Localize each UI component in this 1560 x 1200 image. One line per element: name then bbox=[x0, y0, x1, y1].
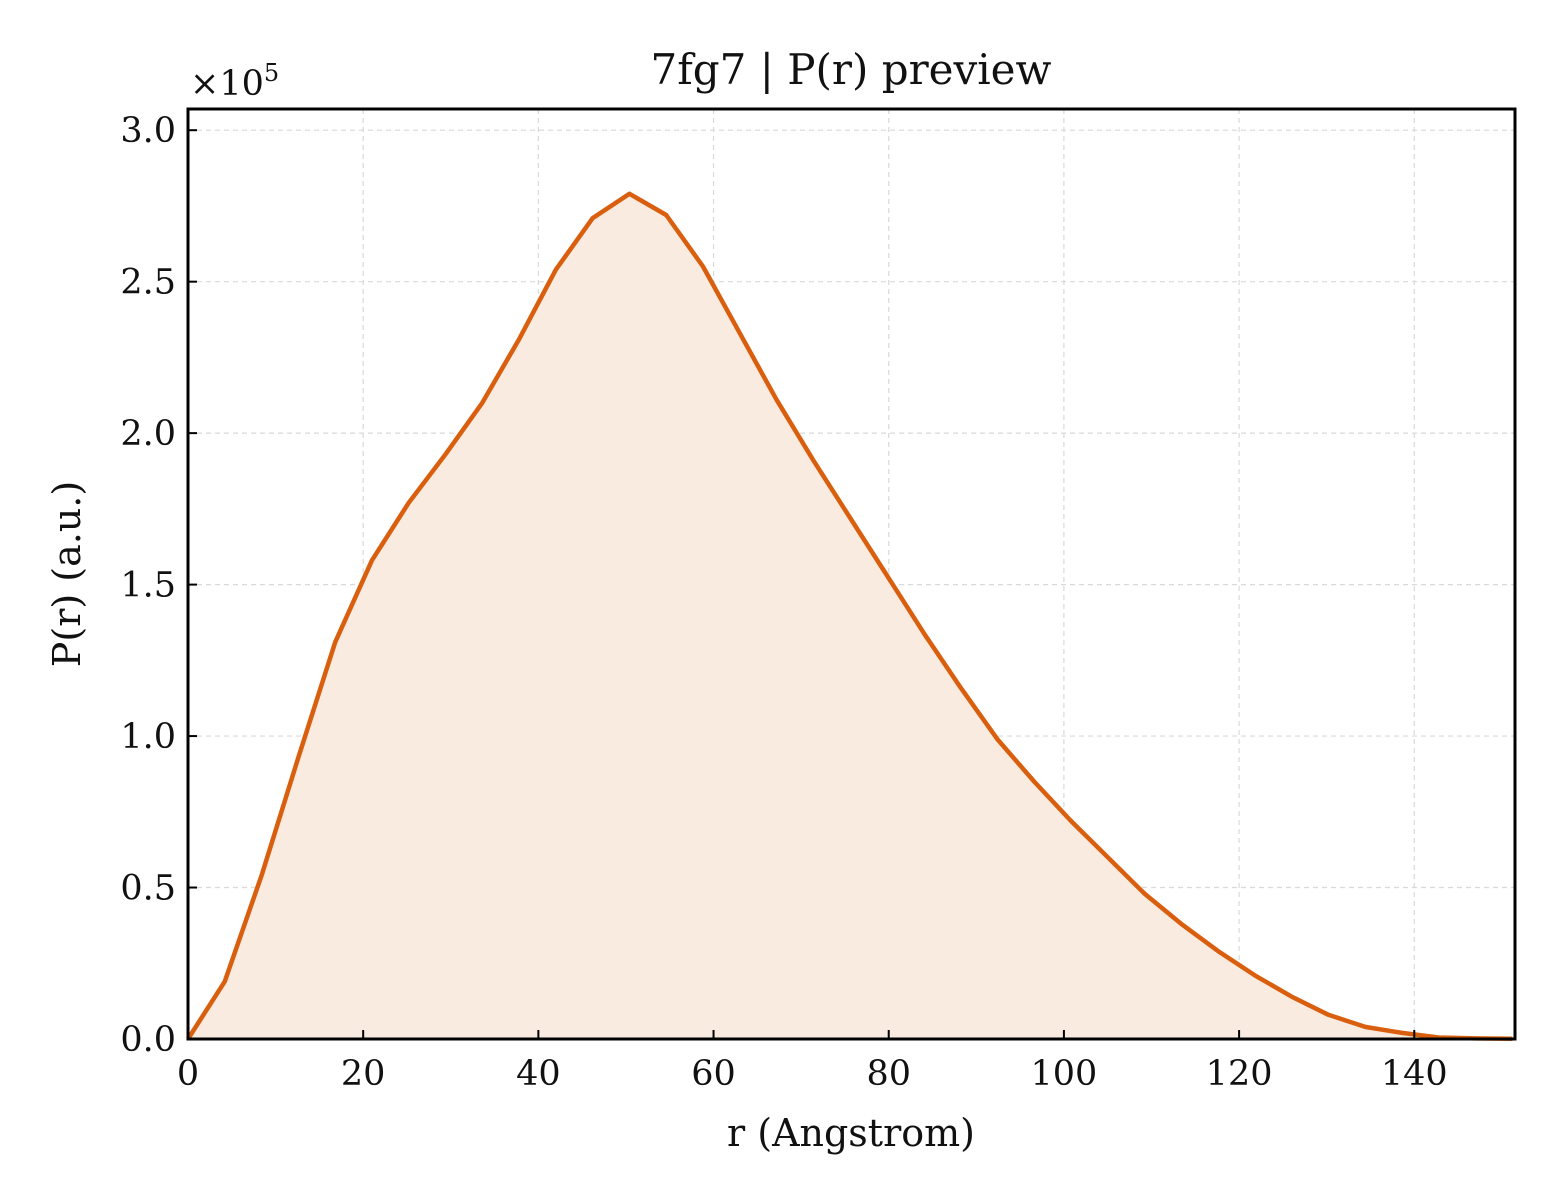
y-axis-title: P(r) (a.u.) bbox=[45, 481, 89, 667]
x-tick-label: 80 bbox=[866, 1054, 911, 1094]
x-tick-label: 140 bbox=[1381, 1054, 1448, 1094]
x-tick-label: 20 bbox=[341, 1054, 386, 1094]
x-tick-label: 40 bbox=[516, 1054, 561, 1094]
y-tick-label: 2.0 bbox=[120, 414, 176, 454]
chart-title: 7fg7 | P(r) preview bbox=[651, 45, 1052, 94]
x-tick-label: 0 bbox=[177, 1054, 199, 1094]
x-tick-label: 100 bbox=[1031, 1054, 1098, 1094]
x-tick-label: 120 bbox=[1206, 1054, 1273, 1094]
y-multiplier-base: ×10 bbox=[190, 64, 264, 104]
pr-series-line bbox=[186, 191, 1513, 1041]
y-tick-label: 1.0 bbox=[120, 717, 176, 757]
x-axis-title: r (Angstrom) bbox=[727, 1111, 975, 1155]
y-multiplier-exponent: 5 bbox=[264, 59, 279, 87]
plot-frame bbox=[186, 107, 1517, 1041]
y-multiplier-label: ×105 bbox=[190, 59, 279, 104]
y-tick-label: 0.0 bbox=[120, 1020, 176, 1060]
axis-ticks: 0 20 40 60 80 100 120 140 0.0 0.5 1.0 1.5 2.0 2.5 3.0 bbox=[120, 111, 1447, 1094]
y-tick-label: 1.5 bbox=[120, 566, 176, 606]
pr-area-fill bbox=[188, 193, 1513, 1040]
y-tick-label: 2.5 bbox=[120, 263, 176, 303]
y-tick-label: 3.0 bbox=[120, 111, 176, 151]
x-tick-label: 60 bbox=[691, 1054, 736, 1094]
y-tick-label: 0.5 bbox=[120, 869, 176, 909]
